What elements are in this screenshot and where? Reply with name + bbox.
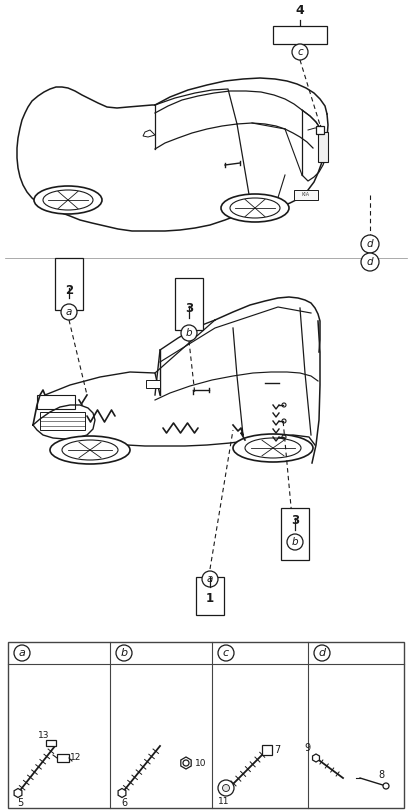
Text: 9: 9 [305,743,311,753]
Bar [281,508,309,560]
Bar [8,642,404,808]
Bar [40,412,85,430]
Ellipse shape [34,186,102,214]
Text: a: a [207,574,213,584]
Ellipse shape [50,436,130,464]
Text: 4: 4 [296,3,304,16]
Ellipse shape [221,194,289,222]
Text: 5: 5 [17,798,23,808]
Text: 3: 3 [291,513,299,526]
Circle shape [361,235,379,253]
Text: b: b [120,648,128,658]
Text: d: d [367,239,373,249]
Circle shape [181,325,197,341]
Text: 1: 1 [206,591,214,604]
Polygon shape [181,757,191,769]
Bar [196,577,224,615]
Ellipse shape [233,434,313,462]
Text: 7: 7 [274,745,280,755]
Circle shape [218,645,234,661]
Bar [55,258,83,310]
Text: d: d [367,257,373,267]
Polygon shape [313,754,319,762]
Bar [273,26,327,44]
Circle shape [14,645,30,661]
Circle shape [218,780,234,796]
Circle shape [183,760,189,766]
Polygon shape [118,788,126,797]
Circle shape [361,253,379,271]
Text: a: a [19,648,26,658]
Text: KIA: KIA [302,192,310,198]
Bar [294,190,318,200]
Bar [57,754,69,762]
Bar [46,740,56,746]
Circle shape [202,571,218,587]
Bar [146,380,160,388]
Bar [37,395,75,409]
Text: 2: 2 [65,284,73,297]
Circle shape [61,304,77,320]
Text: d: d [318,648,325,658]
Text: 8: 8 [378,770,384,780]
Text: 13: 13 [38,731,49,740]
Text: c: c [223,648,229,658]
Bar [262,745,272,755]
Circle shape [222,784,229,792]
Text: 10: 10 [195,758,206,767]
Text: b: b [186,328,192,338]
Bar [175,278,203,330]
Text: 6: 6 [121,798,127,808]
Circle shape [287,534,303,550]
Text: 3: 3 [185,302,193,315]
Circle shape [383,783,389,789]
Circle shape [314,645,330,661]
Text: 11: 11 [218,796,230,805]
Bar [318,132,328,162]
Circle shape [292,44,308,60]
Polygon shape [14,788,22,797]
Circle shape [116,645,132,661]
Polygon shape [143,130,155,137]
Text: a: a [66,307,72,317]
Bar [316,126,324,134]
Text: c: c [297,47,303,57]
Text: 12: 12 [70,753,82,762]
Text: b: b [292,537,298,547]
